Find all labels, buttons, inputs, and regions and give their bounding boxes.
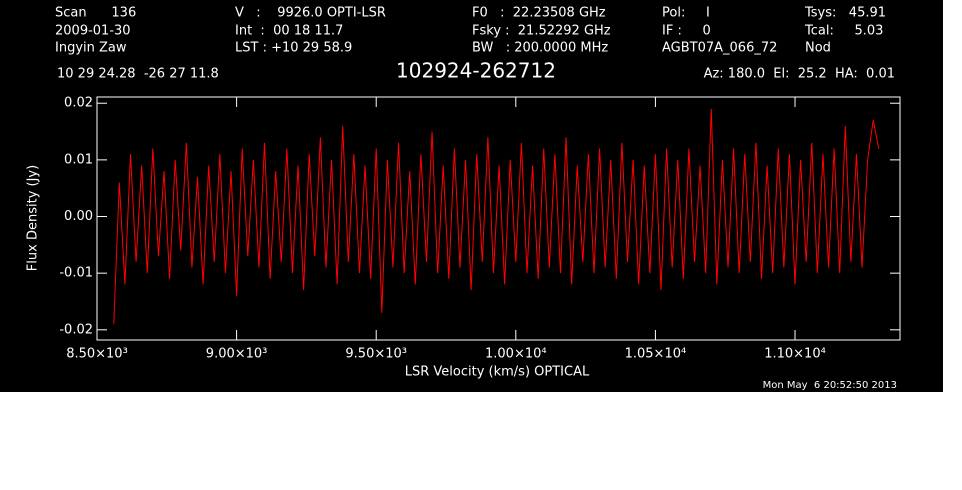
- x-tick-label: 1.05×10⁴: [625, 347, 687, 362]
- y-tick-label: -0.02: [59, 322, 93, 337]
- x-axis-label: LSR Velocity (km/s) OPTICAL: [405, 365, 590, 380]
- az-el: Az: 180.0 El: 25.2 HA: 0.01: [704, 67, 895, 82]
- tcal: Tcal: 5.03: [804, 24, 883, 39]
- date: 2009-01-30: [55, 24, 131, 39]
- y-tick-label: 0.00: [64, 209, 93, 224]
- y-tick-label: -0.01: [59, 266, 93, 281]
- polarization: Pol: I: [662, 6, 710, 21]
- source: 102924-262712: [396, 59, 556, 83]
- y-axis-label: Flux Density (Jy): [26, 165, 41, 271]
- scan: Scan 136: [55, 6, 136, 21]
- x-tick-label: 8.50×10³: [66, 347, 128, 362]
- x-tick-label: 1.10×10⁴: [764, 347, 826, 362]
- y-tick-label: 0.01: [64, 152, 93, 167]
- observer: Ingyin Zaw: [55, 41, 127, 56]
- x-tick-label: 9.50×10³: [345, 347, 407, 362]
- timestamp: Mon May 6 20:52:50 2013: [763, 380, 897, 391]
- x-tick-label: 1.00×10⁴: [485, 347, 547, 362]
- bandwidth: BW : 200.0000 MHz: [472, 41, 608, 56]
- plot-background: [0, 0, 943, 392]
- coordinates: 10 29 24.28 -26 27 11.8: [57, 67, 219, 82]
- tsys: Tsys: 45.91: [804, 6, 886, 21]
- procedure: Nod: [805, 41, 831, 56]
- spectrum-line: [113, 108, 880, 325]
- y-tick-label: 0.02: [64, 96, 93, 111]
- lst: LST : +10 29 58.9: [235, 41, 352, 56]
- if: IF : 0: [662, 24, 711, 39]
- plot-frame: [96, 96, 901, 341]
- fsky: Fsky : 21.52292 GHz: [472, 24, 611, 39]
- integration: Int : 00 18 11.7: [235, 24, 343, 39]
- project: AGBT07A_066_72: [662, 41, 777, 56]
- f0: F0 : 22.23508 GHz: [472, 6, 606, 21]
- velocity: V : 9926.0 OPTI-LSR: [235, 6, 386, 21]
- x-tick-label: 9.00×10³: [206, 347, 268, 362]
